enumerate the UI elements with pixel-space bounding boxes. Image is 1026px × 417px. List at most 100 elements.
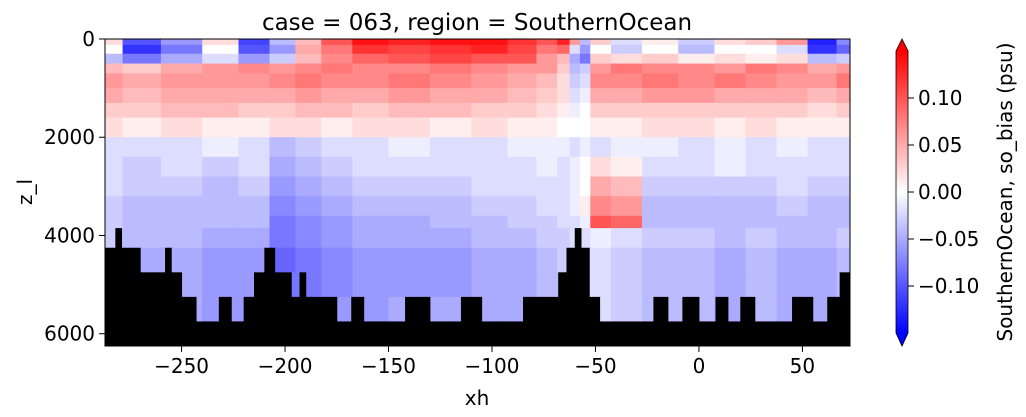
heatmap-cell — [295, 88, 322, 104]
heatmap-cell — [429, 247, 472, 273]
heatmap-cell — [295, 247, 322, 273]
heatmap-cell — [557, 215, 571, 229]
heatmap-cell — [160, 39, 203, 46]
colorbar-gradient — [896, 51, 908, 333]
seafloor-mask — [105, 228, 850, 346]
heatmap-cell — [745, 63, 778, 74]
heatmap-cell — [507, 176, 538, 197]
heatmap-cell — [105, 117, 124, 138]
heatmap-cell — [776, 215, 809, 229]
heatmap-cell — [776, 137, 809, 158]
heatmap-cell — [471, 247, 509, 273]
heatmap-cell — [388, 215, 431, 229]
heatmap-cell — [590, 272, 612, 298]
heatmap-cell — [429, 228, 472, 249]
seafloor-block — [264, 247, 276, 346]
heatmap-cell — [202, 228, 240, 249]
seafloor-block — [218, 296, 232, 346]
heatmap-cell — [579, 88, 591, 104]
heatmap-cell — [160, 196, 203, 217]
heatmap-cell — [269, 215, 296, 229]
heatmap-cell — [642, 117, 679, 138]
heatmap-cell — [569, 44, 581, 55]
heatmap-cell — [836, 196, 850, 217]
heatmap-cell — [536, 73, 558, 89]
seafloor-block — [121, 247, 141, 346]
heatmap-cell — [471, 39, 509, 46]
colorbar-label: SouthernOcean, so_bias (psu) — [993, 42, 1017, 341]
heatmap-cell — [352, 176, 390, 197]
heatmap-cell — [557, 156, 571, 178]
heatmap-cell — [122, 137, 162, 158]
heatmap-cell — [269, 196, 296, 217]
heatmap-cell — [507, 247, 538, 273]
heatmap-cell — [429, 137, 472, 158]
heatmap-cell — [536, 88, 558, 104]
heatmap-cell — [352, 44, 390, 55]
y-tick-label: 0 — [82, 27, 95, 51]
heatmap-cell — [507, 137, 538, 158]
heatmap-cell — [590, 73, 612, 89]
heatmap-cell — [678, 215, 716, 229]
x-tick-label: −250 — [154, 354, 209, 378]
heatmap-cell — [836, 215, 850, 229]
heatmap-cell — [807, 73, 838, 89]
heatmap-cell — [579, 215, 591, 229]
heatmap-cell — [590, 117, 612, 138]
heatmap-cell — [507, 73, 538, 89]
seafloor-block — [165, 247, 172, 346]
heatmap-cell — [160, 117, 203, 138]
heatmap-cell — [807, 196, 838, 217]
heatmap-cell — [642, 272, 679, 298]
heatmap-cell — [429, 63, 472, 74]
seafloor-block — [171, 272, 183, 346]
heatmap-cell — [745, 176, 778, 197]
chart-title: case = 063, region = SouthernOcean — [262, 10, 692, 36]
heatmap-cell — [471, 117, 509, 138]
heatmap-cell — [321, 39, 353, 46]
heatmap-cell — [429, 88, 472, 104]
seafloor-block — [754, 321, 772, 346]
heatmap-cell — [388, 247, 431, 273]
heatmap-cell — [122, 176, 162, 197]
heatmap-cell — [202, 73, 240, 89]
heatmap-cell — [388, 102, 431, 119]
heatmap-cell — [745, 215, 778, 229]
seafloor-block — [667, 321, 683, 346]
heatmap-cell — [429, 272, 472, 298]
heatmap-cell — [807, 88, 838, 104]
seafloor-block — [210, 321, 220, 346]
heatmap-cell — [295, 156, 322, 178]
x-tick-label: −100 — [465, 354, 520, 378]
heatmap-cell — [321, 176, 353, 197]
heatmap-cell — [590, 156, 612, 178]
colorbar-tick-label: 0.10 — [918, 86, 963, 110]
heatmap-cell — [610, 156, 643, 178]
heatmap-cell — [321, 53, 353, 65]
heatmap-cell — [714, 73, 747, 89]
heatmap-cell — [269, 39, 296, 46]
heatmap-cell — [202, 53, 240, 65]
heatmap-cell — [536, 53, 558, 65]
heatmap-cell — [745, 228, 778, 249]
heatmap-cell — [429, 215, 472, 229]
heatmap-cell — [388, 44, 431, 55]
seafloor-block — [429, 321, 452, 346]
heatmap-cell — [269, 228, 296, 249]
heatmap-cell — [745, 73, 778, 89]
heatmap-cell — [238, 39, 271, 46]
heatmap-cell — [807, 44, 838, 55]
heatmap-cell — [122, 102, 162, 119]
heatmap-cell — [160, 215, 203, 229]
heatmap-cell — [429, 53, 472, 65]
heatmap-cell — [536, 215, 558, 229]
heatmap-cell — [321, 272, 353, 298]
heatmap-cell — [745, 88, 778, 104]
heatmap-cell — [776, 156, 809, 178]
heatmap-cell — [507, 53, 538, 65]
heatmap-cell — [776, 228, 809, 249]
heatmap-cell — [202, 63, 240, 74]
heatmap-cell — [678, 247, 716, 273]
heatmap-cell — [569, 137, 581, 158]
heatmap-cell — [295, 63, 322, 74]
